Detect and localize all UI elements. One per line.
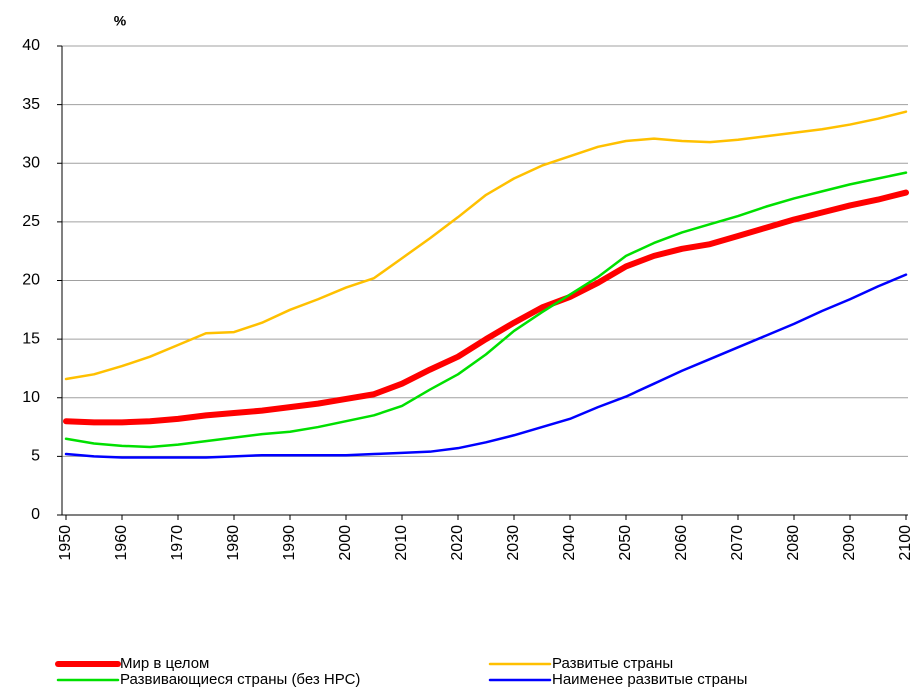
y-tick-label: 20	[22, 272, 40, 289]
series-line	[64, 171, 908, 449]
x-tick-label: 2020	[449, 525, 466, 561]
legend-label: Мир в целом	[120, 655, 209, 672]
y-tick-label: 40	[22, 37, 40, 54]
legend-label: Развитые страны	[552, 655, 673, 672]
x-tick-label: 2010	[393, 525, 410, 561]
x-tick-label: 1970	[169, 525, 186, 561]
x-tick-label: 2000	[337, 525, 354, 561]
x-tick-label: 2080	[785, 525, 802, 561]
x-tick-label: 1990	[281, 525, 298, 561]
y-tick-label: 30	[22, 154, 40, 171]
x-tick-label: 2030	[505, 525, 522, 561]
y-tick-label: 10	[22, 389, 40, 406]
series-line	[64, 110, 908, 381]
y-tick-label: 5	[31, 448, 40, 465]
x-tick-label: 2050	[617, 525, 634, 561]
series-line	[63, 189, 909, 426]
x-tick-label: 2070	[729, 525, 746, 561]
x-tick-label: 1950	[57, 525, 74, 561]
x-tick-label: 1960	[113, 525, 130, 561]
y-tick-label: 0	[31, 506, 40, 523]
y-tick-label: 15	[22, 330, 40, 347]
x-tick-label: 2060	[673, 525, 690, 561]
series-line	[64, 273, 908, 459]
legend-label: Развивающиеся страны (без НРС)	[120, 671, 360, 688]
y-axis-label: %	[114, 13, 127, 29]
x-tick-label: 1980	[225, 525, 242, 561]
x-tick-label: 2100	[897, 525, 912, 561]
x-tick-label: 2040	[561, 525, 578, 561]
legend-label: Наименее развитые страны	[552, 671, 747, 688]
x-tick-label: 2090	[841, 525, 858, 561]
y-tick-label: 35	[22, 96, 40, 113]
y-tick-label: 25	[22, 213, 40, 230]
